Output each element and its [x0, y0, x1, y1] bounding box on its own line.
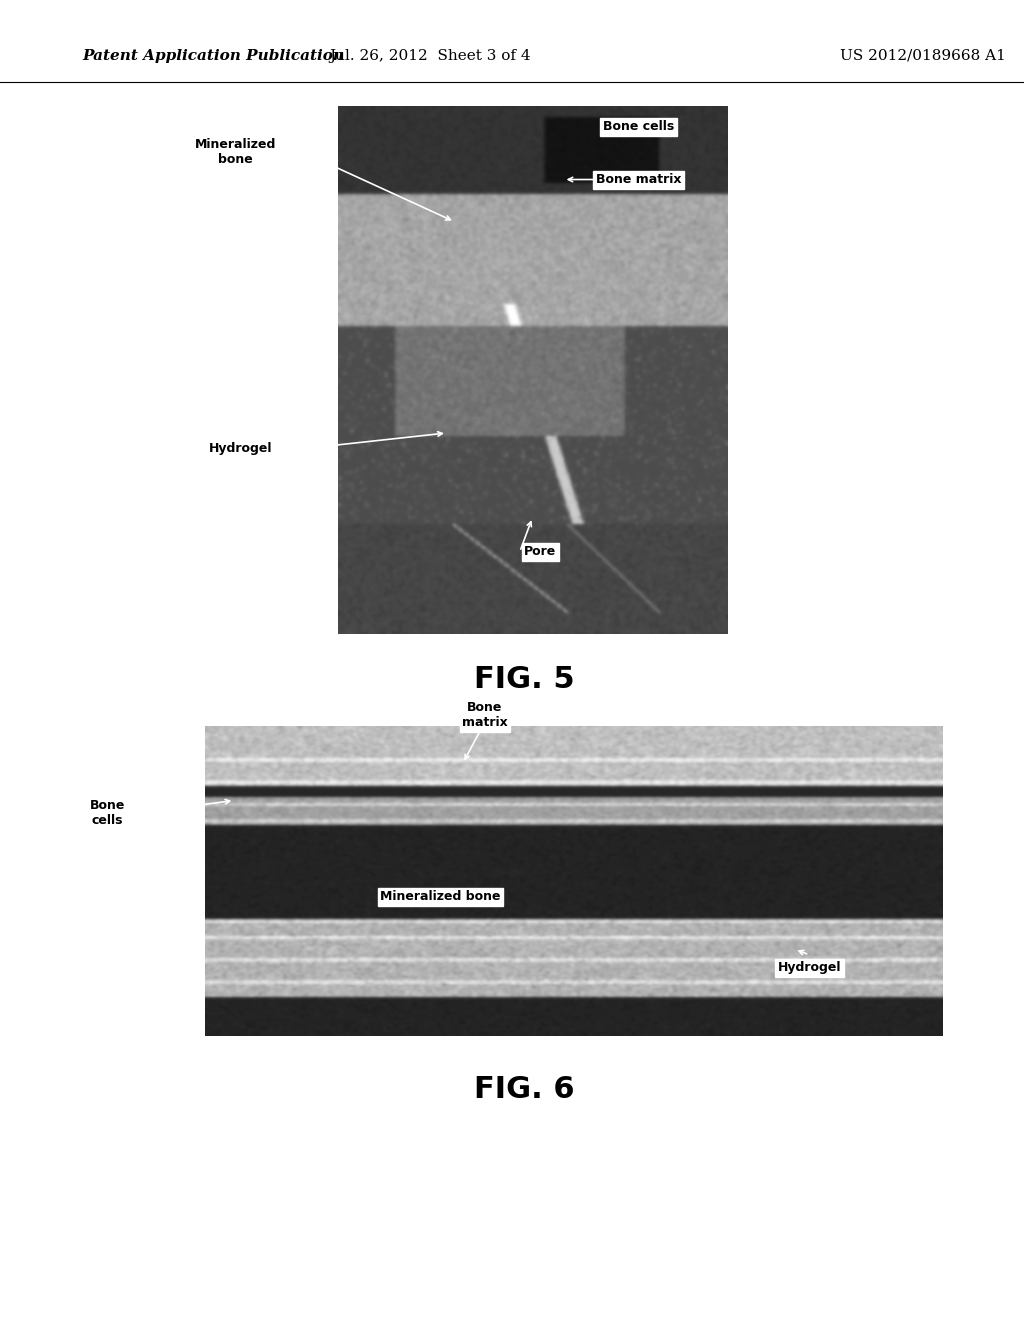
Text: Hydrogel: Hydrogel: [777, 961, 841, 974]
Text: Bone
cells: Bone cells: [90, 799, 125, 826]
Text: FIG. 6: FIG. 6: [474, 1074, 574, 1104]
Text: Jul. 26, 2012  Sheet 3 of 4: Jul. 26, 2012 Sheet 3 of 4: [330, 49, 530, 63]
Text: Mineralized
bone: Mineralized bone: [195, 137, 276, 166]
Text: Bone cells: Bone cells: [603, 120, 674, 133]
Text: Hydrogel: Hydrogel: [209, 442, 272, 455]
Text: Pore: Pore: [524, 545, 556, 558]
Text: Patent Application Publication: Patent Application Publication: [82, 49, 344, 63]
Text: US 2012/0189668 A1: US 2012/0189668 A1: [840, 49, 1006, 63]
Text: Bone
matrix: Bone matrix: [462, 701, 508, 729]
Text: Bone matrix: Bone matrix: [596, 173, 681, 186]
Text: FIG. 5: FIG. 5: [474, 665, 574, 694]
Text: Mineralized bone: Mineralized bone: [381, 890, 501, 903]
